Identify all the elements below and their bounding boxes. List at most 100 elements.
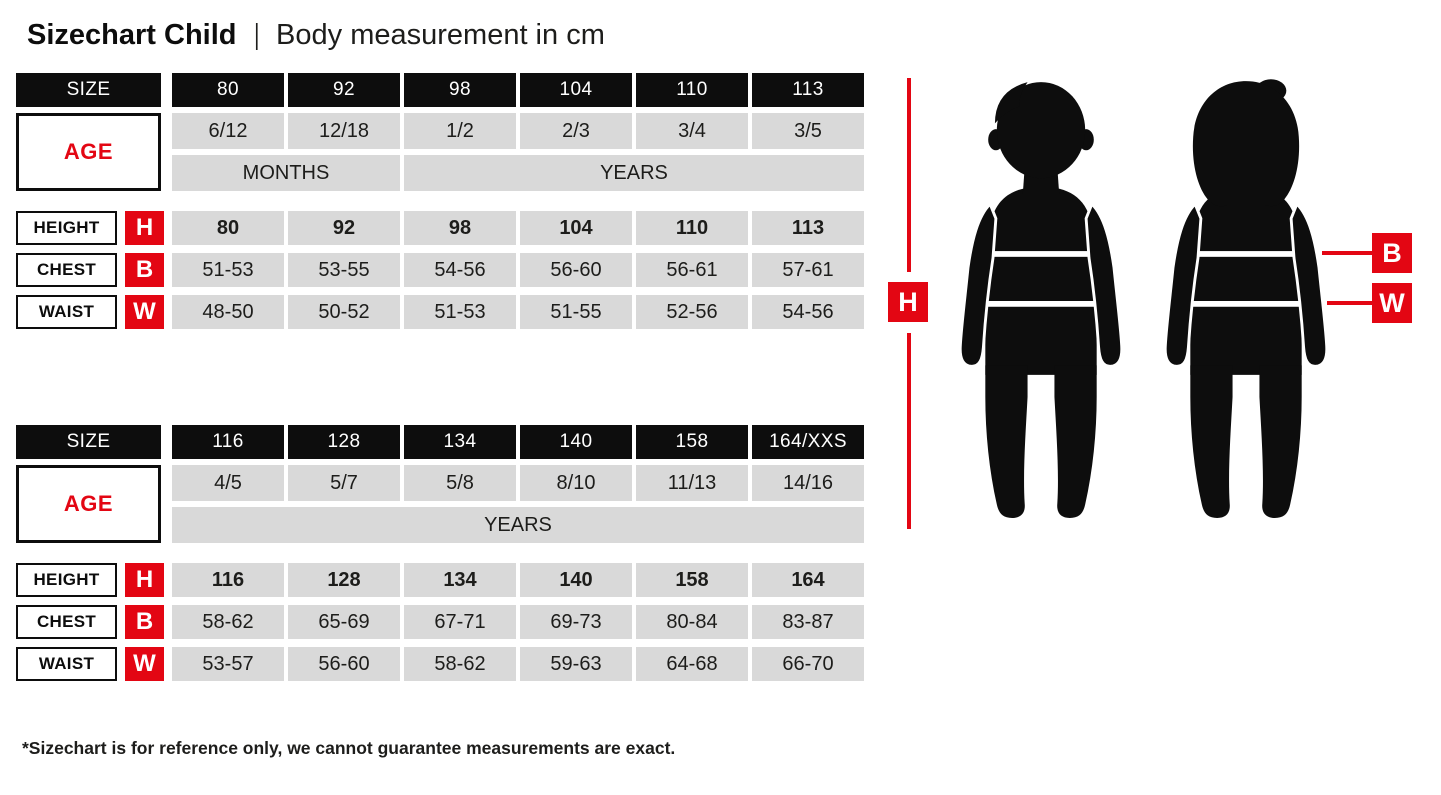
size-table-large-sizes: SIZE 116 128 134 140 158 164/XXS AGE 4/5 5/7 5/8 8/…: [16, 425, 864, 681]
size-value-cell: 158: [636, 425, 748, 459]
size-value-cell: 113: [752, 73, 864, 107]
measurement-value-cell: 98: [404, 211, 516, 245]
measurement-letter-badge: B: [125, 253, 164, 287]
measurement-value-cell: 113: [752, 211, 864, 245]
chest-marker-letter: B: [1382, 237, 1402, 268]
measurement-value-cell: 69-73: [520, 605, 632, 639]
measurement-value-cell: 164: [752, 563, 864, 597]
measurement-value-cell: 140: [520, 563, 632, 597]
measurement-label-chest: CHEST: [16, 253, 117, 287]
age-value-cell: 5/7: [288, 465, 400, 501]
girl-waist-line: [1190, 301, 1302, 307]
age-value-cell: 3/4: [636, 113, 748, 149]
measurement-value-cell: 83-87: [752, 605, 864, 639]
height-measure-line-top: [907, 78, 911, 272]
measurement-value-cell: 80: [172, 211, 284, 245]
measurement-value-cell: 56-61: [636, 253, 748, 287]
measurement-letter-badge: H: [125, 211, 164, 245]
size-value-cell: 134: [404, 425, 516, 459]
measurement-value-cell: 66-70: [752, 647, 864, 681]
size-value-cell: 164/XXS: [752, 425, 864, 459]
age-value-cell: 8/10: [520, 465, 632, 501]
title-separator: |: [253, 19, 259, 51]
measurement-value-cell: 53-55: [288, 253, 400, 287]
girl-silhouette: [1163, 79, 1329, 518]
chest-measure-line: [1322, 251, 1372, 255]
measurement-value-cell: 59-63: [520, 647, 632, 681]
age-unit-span-cell: YEARS: [172, 507, 864, 543]
size-value-cell: 92: [288, 73, 400, 107]
age-value-cell: 5/8: [404, 465, 516, 501]
age-value-cell: 2/3: [520, 113, 632, 149]
measurement-value-cell: 158: [636, 563, 748, 597]
measurement-value-cell: 54-56: [404, 253, 516, 287]
measurement-value-cell: 110: [636, 211, 748, 245]
age-label-box: AGE: [16, 113, 161, 191]
measurement-value-cell: 56-60: [288, 647, 400, 681]
measurement-value-cell: 51-53: [404, 295, 516, 329]
measurement-letter-badge: B: [125, 605, 164, 639]
size-value-cell: 80: [172, 73, 284, 107]
size-value-cell: 116: [172, 425, 284, 459]
size-header-label: SIZE: [16, 73, 161, 107]
measurement-value-cell: 54-56: [752, 295, 864, 329]
age-value-cell: 11/13: [636, 465, 748, 501]
age-value-cell: 4/5: [172, 465, 284, 501]
boy-silhouette: [958, 82, 1124, 518]
measurement-value-cell: 64-68: [636, 647, 748, 681]
size-value-cell: 110: [636, 73, 748, 107]
measurement-value-cell: 65-69: [288, 605, 400, 639]
size-value-cell: 140: [520, 425, 632, 459]
height-marker-letter: H: [898, 286, 918, 317]
size-header-label: SIZE: [16, 425, 161, 459]
measurement-label-height: HEIGHT: [16, 211, 117, 245]
size-value-cell: 104: [520, 73, 632, 107]
page-title-main: Sizechart Child: [27, 19, 237, 51]
measurement-value-cell: 56-60: [520, 253, 632, 287]
measurement-label-waist: WAIST: [16, 295, 117, 329]
page-title: Sizechart Child | Body measurement in cm: [27, 18, 605, 52]
measurement-label-height: HEIGHT: [16, 563, 117, 597]
measurement-value-cell: 52-56: [636, 295, 748, 329]
measurement-letter-badge: H: [125, 563, 164, 597]
measurement-value-cell: 51-55: [520, 295, 632, 329]
girl-chest-line: [1190, 251, 1302, 257]
size-table-small-sizes: SIZE 80 92 98 104 110 113 AGE 6/12 12/18 1/2 2/3 3/4…: [16, 73, 864, 329]
boy-waist-line: [985, 301, 1097, 307]
footnote: *Sizechart is for reference only, we can…: [22, 738, 676, 758]
age-value-cell: 6/12: [172, 113, 284, 149]
measurement-value-cell: 128: [288, 563, 400, 597]
measurement-label-chest: CHEST: [16, 605, 117, 639]
measurement-value-cell: 92: [288, 211, 400, 245]
measurement-value-cell: 48-50: [172, 295, 284, 329]
age-value-cell: 3/5: [752, 113, 864, 149]
measurement-value-cell: 116: [172, 563, 284, 597]
age-value-cell: 1/2: [404, 113, 516, 149]
size-value-cell: 98: [404, 73, 516, 107]
waist-marker-letter: W: [1379, 287, 1405, 318]
measurement-value-cell: 57-61: [752, 253, 864, 287]
age-unit-span-cell: YEARS: [404, 155, 864, 191]
measurement-letter-badge: W: [125, 647, 164, 681]
age-unit-span-cell: MONTHS: [172, 155, 400, 191]
boy-chest-line: [985, 251, 1097, 257]
measurement-value-cell: 53-57: [172, 647, 284, 681]
measurement-value-cell: 80-84: [636, 605, 748, 639]
page-title-sub: Body measurement in cm: [276, 19, 605, 51]
measurement-label-waist: WAIST: [16, 647, 117, 681]
measurement-value-cell: 104: [520, 211, 632, 245]
height-marker-badge: H: [888, 282, 928, 322]
height-measure-line-bottom: [907, 333, 911, 529]
chest-marker-badge: B: [1372, 233, 1412, 273]
measurement-letter-badge: W: [125, 295, 164, 329]
age-value-cell: 12/18: [288, 113, 400, 149]
measurement-value-cell: 58-62: [404, 647, 516, 681]
waist-marker-badge: W: [1372, 283, 1412, 323]
measurement-value-cell: 67-71: [404, 605, 516, 639]
age-value-cell: 14/16: [752, 465, 864, 501]
age-label-box: AGE: [16, 465, 161, 543]
measurement-value-cell: 50-52: [288, 295, 400, 329]
measurement-value-cell: 58-62: [172, 605, 284, 639]
measurement-value-cell: 51-53: [172, 253, 284, 287]
